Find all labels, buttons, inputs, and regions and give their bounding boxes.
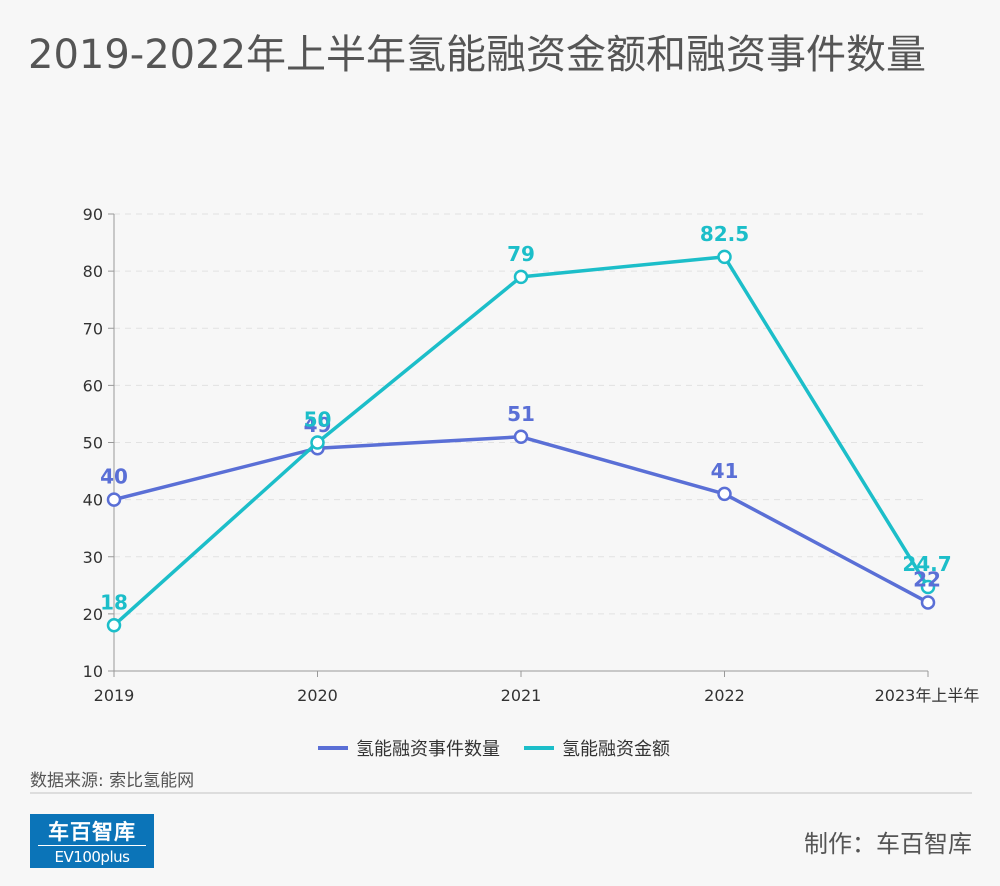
logo-sub-text: EV100plus: [54, 848, 130, 866]
legend: 氢能融资事件数量 氢能融资金额: [318, 739, 670, 760]
y-tick-label: 60: [83, 376, 103, 395]
x-tick-label: 2023年上半年: [875, 686, 980, 705]
logo-rule: [38, 845, 146, 846]
data-point: [106, 492, 122, 507]
data-point: [920, 579, 936, 595]
data-label: 41: [711, 459, 739, 483]
data-label: 24.7: [902, 552, 951, 576]
data-point: [513, 429, 529, 445]
x-tick-label: 2019: [94, 686, 135, 705]
legend-label: 氢能融资事件数量: [356, 739, 500, 760]
divider: [30, 792, 972, 794]
data-point: [513, 269, 529, 285]
data-label: 50: [304, 408, 332, 432]
y-tick-label: 70: [83, 319, 103, 338]
y-tick-label: 10: [83, 662, 103, 681]
series-layer: [106, 249, 936, 633]
data-label: 40: [100, 465, 128, 489]
y-tick-label: 80: [83, 262, 103, 281]
logo-main-text: 车百智库: [48, 820, 136, 844]
data-labels: 40 49 51 41 22 18 50 79 82.5 24.7: [100, 222, 952, 614]
source-note: 数据来源: 索比氢能网: [30, 771, 195, 791]
y-tick-label: 50: [83, 434, 103, 453]
x-tick-label: 2021: [501, 686, 542, 705]
data-label: 79: [507, 242, 535, 266]
data-point: [717, 249, 732, 265]
data-label: 22: [913, 567, 941, 591]
y-tick-label: 30: [83, 548, 103, 567]
axes: 10 20 30 40 50 60 70 80 90 2019 2020 2021 2022 2023年上…: [83, 205, 980, 705]
data-point: [920, 595, 936, 610]
y-tick-label: 40: [83, 491, 103, 510]
credit-text: 制作：车百智库: [804, 830, 972, 858]
line-chart: 10 20 30 40 50 60 70 80 90 2019 2020 2021 2022 2023年上…: [83, 205, 980, 760]
x-tick-label: 2022: [704, 686, 745, 705]
data-point: [106, 618, 122, 633]
data-label: 49: [304, 413, 332, 437]
page-title: 2019-2022年上半年氢能融资金额和融资事件数量: [28, 32, 927, 78]
data-label: 51: [507, 402, 535, 426]
y-tick-label: 20: [83, 605, 103, 624]
legend-label: 氢能融资金额: [562, 739, 670, 760]
y-tick-label: 90: [83, 205, 103, 224]
x-tick-label: 2020: [297, 686, 338, 705]
brand-logo: 车百智库 EV100plus: [30, 814, 154, 868]
series-line: [112, 435, 930, 605]
data-label: 82.5: [700, 222, 749, 246]
data-point: [717, 486, 732, 502]
data-point: [310, 435, 325, 450]
data-label: 18: [100, 590, 128, 614]
